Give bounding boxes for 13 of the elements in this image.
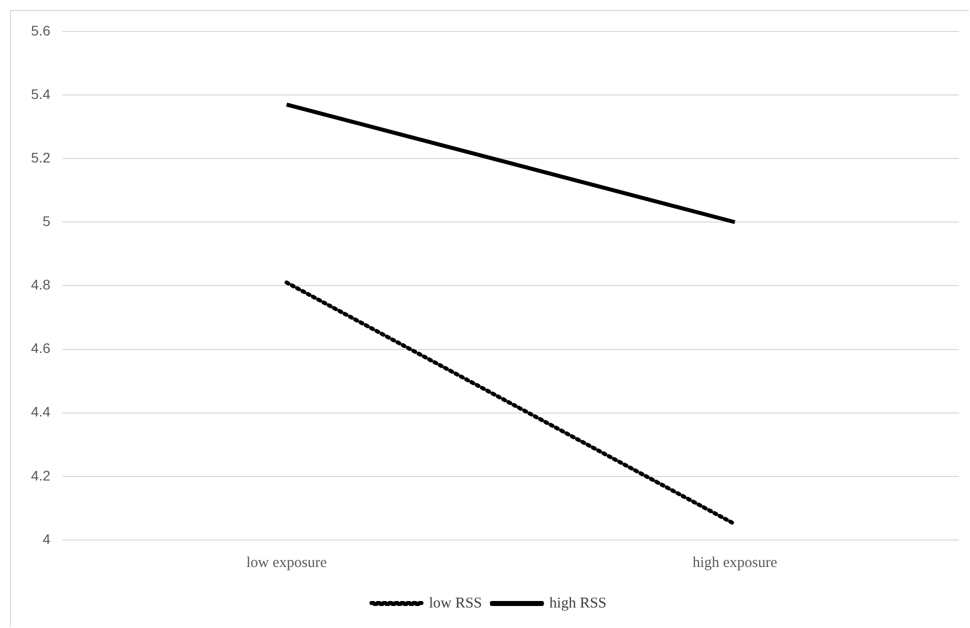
y-tick-label: 4.8 <box>30 276 51 293</box>
y-tick-label: 5 <box>42 212 51 229</box>
y-tick-label: 5.4 <box>30 86 51 102</box>
legend-label: high RSS <box>549 595 607 612</box>
y-tick-label: 5.6 <box>30 22 51 38</box>
y-tick-label: 4.6 <box>30 340 51 356</box>
y-tick-label: 5.2 <box>30 149 51 166</box>
legend-label: low RSS <box>428 595 482 612</box>
y-tick-label: 4.2 <box>30 467 51 484</box>
y-tick-label: 4.4 <box>30 404 51 420</box>
x-tick-label: low exposure <box>246 554 328 571</box>
x-tick-label: high exposure <box>692 554 778 571</box>
y-tick-label: 4 <box>42 530 51 547</box>
